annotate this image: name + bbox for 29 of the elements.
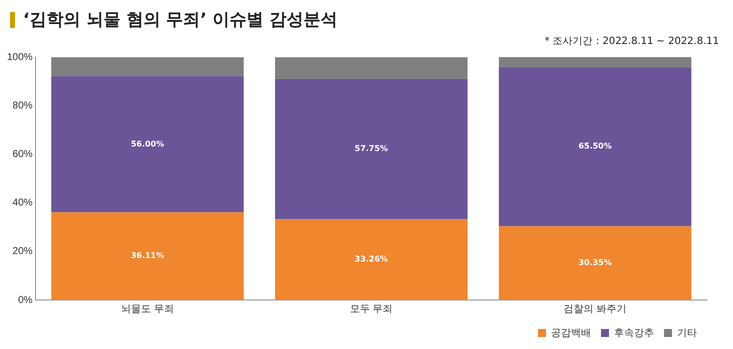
bar bbox=[275, 57, 468, 79]
legend-label: 공감백배 bbox=[551, 328, 591, 339]
bar bbox=[498, 57, 692, 68]
text: * 조사기간 : 2022.8.11 ~ 2022.8.11 bbox=[544, 35, 719, 48]
data-label: 36.11% bbox=[130, 251, 164, 260]
bar bbox=[498, 67, 692, 226]
bar bbox=[498, 226, 692, 300]
y-tick-label: 60% bbox=[12, 148, 33, 160]
bar bbox=[51, 76, 244, 212]
y-tick-label: 80% bbox=[12, 100, 33, 112]
bar bbox=[275, 78, 468, 220]
legend-label: 기타 bbox=[677, 328, 697, 339]
data-label: 33.26% bbox=[354, 254, 388, 264]
legend-label: 후속강추 bbox=[614, 328, 654, 339]
x-tick-label: 뇌물도 무죄 bbox=[121, 304, 174, 315]
data-label: 56.00% bbox=[130, 139, 164, 148]
chart-title: ‘김학의 뇌물 혐의 무죄’ 이슈별 감성분석 bbox=[23, 9, 338, 31]
x-tick-label: 검찰의 봐주기 bbox=[564, 304, 626, 315]
data-label: 57.75% bbox=[354, 144, 388, 154]
bar bbox=[275, 219, 468, 300]
y-tick-label: 0% bbox=[18, 294, 33, 306]
y-tick-label: 20% bbox=[12, 246, 33, 258]
data-label: 30.35% bbox=[578, 258, 612, 268]
y-tick-label: 40% bbox=[12, 198, 33, 209]
y-tick-label: 100% bbox=[7, 52, 33, 63]
bar bbox=[51, 57, 244, 76]
data-label: 65.50% bbox=[578, 142, 612, 151]
bar bbox=[51, 212, 244, 300]
x-tick-label: 모두 무죄 bbox=[350, 304, 393, 315]
